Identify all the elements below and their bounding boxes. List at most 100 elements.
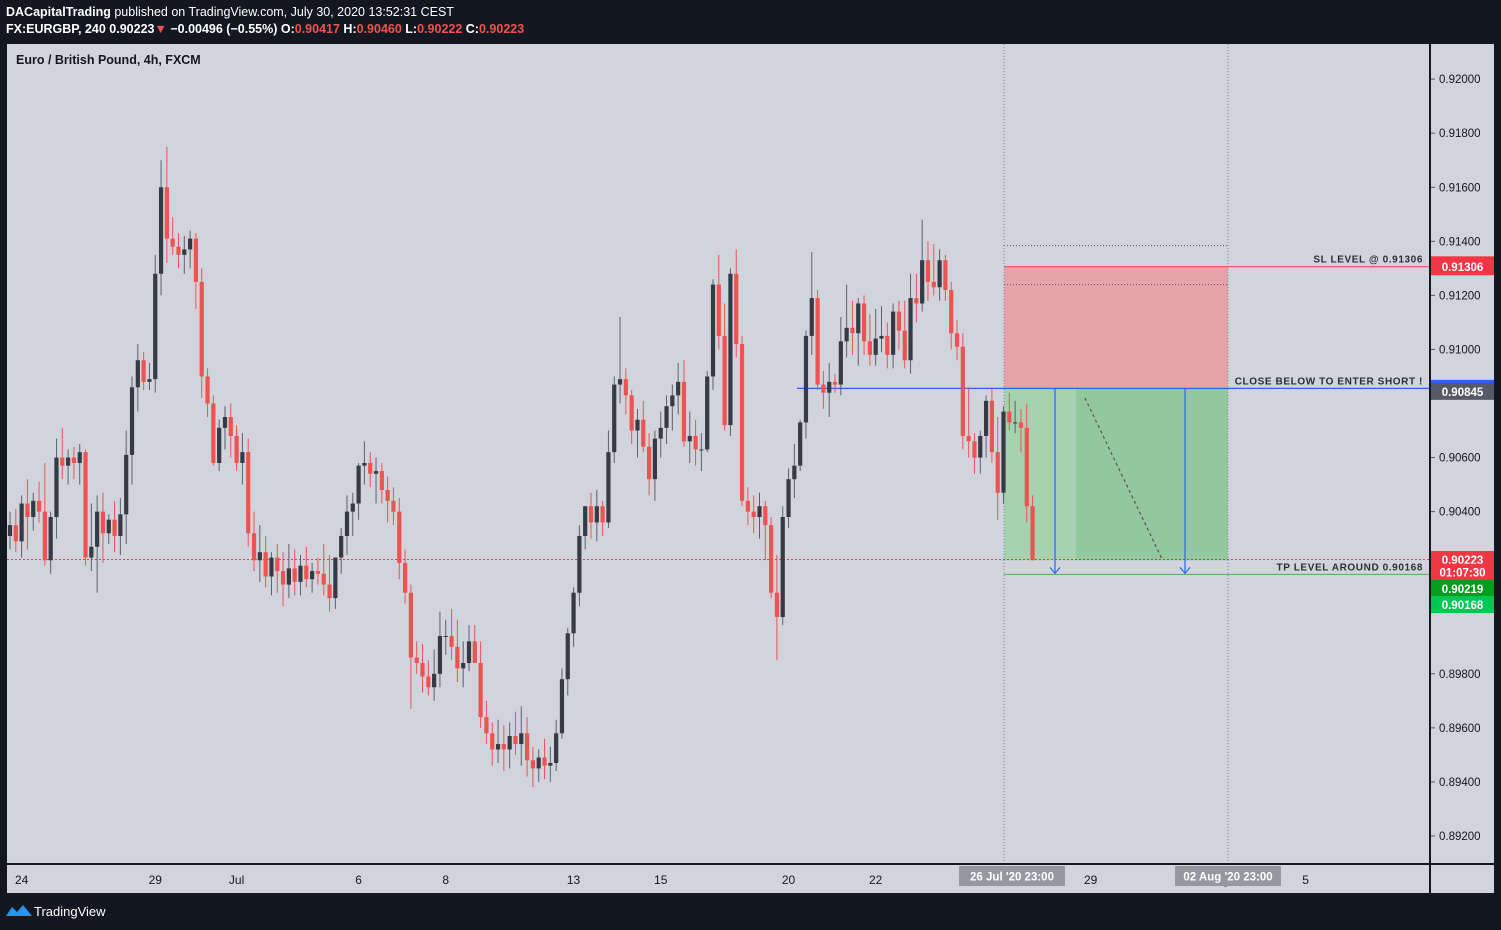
candle: [414, 641, 419, 674]
candle-body: [379, 471, 384, 490]
publisher-name[interactable]: DACapitalTrading: [6, 5, 111, 19]
candle-body: [31, 500, 36, 518]
candle-body: [350, 503, 355, 512]
candle: [112, 500, 117, 553]
candle: [77, 444, 82, 485]
candle: [989, 387, 994, 463]
countdown-tag[interactable]: 01:07:30: [1431, 563, 1494, 581]
candle-body: [885, 335, 890, 355]
y-tick-label: 0.91800: [1439, 128, 1481, 140]
candle: [466, 625, 472, 672]
y-tick-label: 0.91200: [1439, 290, 1481, 302]
candle: [391, 487, 396, 526]
price-tag-bg: [1431, 596, 1494, 614]
tradingview-brand[interactable]: TradingView: [34, 904, 106, 919]
candle: [931, 244, 936, 296]
sl-tag-2[interactable]: 0.91306: [1431, 258, 1494, 276]
candle-body: [286, 568, 291, 585]
entry-tag-2[interactable]: 0.90845: [1431, 382, 1494, 400]
publish-info: DACapitalTrading published on TradingVie…: [6, 5, 454, 19]
candle-body: [54, 457, 59, 518]
stop-loss-zone[interactable]: [1004, 266, 1228, 389]
ohlc-line: FX:EURGBP, 240 0.90223▼ −0.00496 (−0.55%…: [6, 22, 524, 36]
take-profit-zone[interactable]: [1004, 388, 1228, 561]
tp-tag-2[interactable]: 0.90168: [1431, 596, 1494, 614]
candle: [658, 411, 663, 458]
candle-body: [757, 506, 762, 518]
high-value: 0.90460: [356, 22, 402, 36]
candle: [949, 281, 954, 350]
candle: [432, 649, 437, 701]
candle-body: [414, 657, 419, 663]
candle: [286, 544, 291, 599]
candle-body: [716, 284, 721, 336]
candle: [25, 479, 30, 550]
candle: [594, 489, 599, 542]
candle-body: [617, 379, 623, 385]
candle: [426, 660, 431, 696]
low-value: 0.90222: [417, 22, 463, 36]
down-arrow-icon: ▼: [154, 22, 167, 36]
candle-body: [257, 552, 262, 561]
candle-body: [635, 419, 640, 431]
candle: [333, 557, 338, 609]
candle: [629, 389, 634, 445]
candle-body: [106, 519, 111, 534]
candle-body: [13, 525, 18, 542]
price-axis[interactable]: [1431, 44, 1494, 863]
x-tick-label: 29: [1084, 873, 1098, 887]
candle: [699, 433, 704, 472]
candle-body: [920, 260, 925, 304]
candle-body: [275, 557, 280, 572]
candle-body: [937, 260, 942, 288]
candle: [995, 417, 1000, 520]
candle: [687, 411, 692, 463]
candle-body: [763, 506, 768, 526]
candle: [798, 419, 803, 472]
candle-body: [925, 260, 931, 282]
candle: [821, 371, 826, 409]
arrow-down-icon: [1179, 566, 1191, 575]
candle: [867, 314, 872, 366]
candle: [153, 254, 158, 393]
price-chart[interactable]: SL LEVEL @ 0.91306 CLOSE BELOW TO ENTER S…: [0, 44, 1501, 893]
arrow-down-icon: [1049, 566, 1061, 575]
time-tag-text: 02 Aug '20 23:00: [1183, 872, 1272, 884]
time-tags: 26 Jul '20 23:00 02 Aug '20 23:00: [959, 866, 1281, 886]
position-zones: [1003, 44, 1229, 863]
chart-title: Euro / British Pound, 4h, FXCM: [16, 53, 201, 67]
candle-body: [815, 298, 820, 385]
price-tag-bg: [1431, 579, 1494, 597]
candle-body: [304, 565, 309, 580]
chart-header: DACapitalTrading published on TradingVie…: [0, 0, 1501, 44]
candle: [676, 362, 681, 415]
candle-body: [623, 379, 628, 396]
time-tag-start[interactable]: 26 Jul '20 23:00: [959, 866, 1065, 886]
time-tag-end[interactable]: 02 Aug '20 23:00: [1175, 866, 1281, 886]
candle: [327, 554, 332, 612]
candle: [182, 235, 187, 274]
tp-tag-1[interactable]: 0.90219: [1431, 579, 1494, 597]
candle: [554, 719, 559, 772]
candle: [315, 557, 321, 585]
candle-body: [1018, 422, 1024, 428]
candle: [612, 376, 617, 463]
candle: [954, 319, 960, 361]
candle-body: [914, 298, 919, 304]
candle: [495, 719, 501, 763]
candle-body: [124, 454, 129, 515]
candle: [83, 449, 88, 566]
candle: [844, 284, 849, 358]
tradingview-logo-icon[interactable]: [6, 903, 32, 919]
candle: [339, 527, 344, 574]
candle: [298, 554, 303, 596]
x-tick-label: 5: [1302, 873, 1309, 887]
candle-body: [461, 662, 466, 669]
footer: TradingView: [0, 893, 1501, 930]
candle-body: [327, 584, 332, 599]
candle: [623, 368, 628, 415]
candle-body: [118, 514, 123, 536]
candle: [583, 506, 588, 550]
time-tag-bg: [1175, 866, 1281, 886]
candle-body: [710, 284, 716, 377]
